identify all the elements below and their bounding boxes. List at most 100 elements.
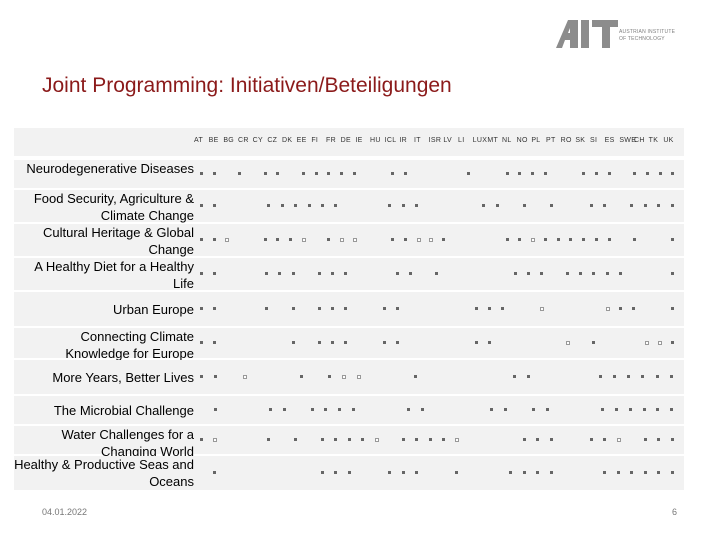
participation-marker [540,272,544,275]
observer-marker [340,238,345,242]
participation-marker [605,272,609,275]
participation-marker [536,438,540,441]
participation-marker [598,375,602,378]
participation-marker [594,172,598,175]
participation-marker [641,375,645,378]
participation-marker [263,172,267,175]
country-header: AT [194,137,204,144]
participation-marker [669,375,673,378]
participation-marker [500,307,504,310]
participation-marker [592,341,596,344]
country-header: CY [252,137,263,144]
participation-marker [670,204,674,207]
participation-marker [321,471,324,474]
observer-marker [644,341,649,345]
participation-marker [340,172,344,175]
participation-marker [407,408,411,411]
participation-marker [317,341,321,344]
participation-marker [307,204,311,207]
participation-marker [589,438,593,441]
logo-line-1: AUSTRIAN INSTITUTE [619,29,676,35]
participation-marker [467,172,471,175]
participation-marker [334,204,338,207]
participation-marker [582,238,586,241]
observer-marker [342,375,347,379]
row-label: Urban Europe [113,301,194,317]
participation-marker [330,341,334,344]
header-background [14,128,684,156]
ait-logo-icon [556,20,618,48]
participation-marker [536,471,540,474]
row-label: More Years, Better Lives [52,369,194,385]
participation-marker [670,408,674,411]
participation-marker [582,172,586,175]
participation-marker [401,204,405,207]
participation-marker [487,307,491,310]
participation-marker [294,438,298,441]
country-header: SWE [619,137,637,144]
country-header: TK [648,137,659,144]
participation-marker [338,408,342,411]
participation-marker [522,204,526,207]
participation-marker [657,471,661,474]
country-header: RO [560,137,572,144]
participation-marker [487,341,491,344]
observer-marker [352,238,357,242]
participation-marker [334,471,338,474]
observer-marker [531,238,536,242]
participation-marker [633,172,637,175]
participation-marker [280,204,284,207]
row-background [14,328,684,358]
participation-marker [415,471,419,474]
participation-marker [212,238,216,241]
participation-marker [645,172,649,175]
participation-marker [658,172,662,175]
country-header: NL [502,137,512,144]
participation-marker [403,238,407,241]
participation-marker [630,204,634,207]
participation-marker [657,438,661,441]
participation-marker [324,408,328,411]
participation-marker [670,438,674,441]
participation-marker [327,172,331,175]
participation-marker [589,204,593,207]
country-header: LI [458,137,465,144]
participation-marker [531,172,535,175]
participation-marker [330,307,334,310]
country-header: ICL [384,137,397,144]
participation-marker [327,238,331,241]
participation-marker [388,204,392,207]
participation-marker [435,272,439,275]
participation-marker [214,375,218,378]
participation-marker [592,272,596,275]
participation-marker [505,238,509,241]
participation-marker [556,238,560,241]
participation-marker [670,341,674,344]
participation-marker [670,272,674,275]
participation-marker [509,471,513,474]
country-header: IE [355,137,363,144]
country-header: NO [516,137,528,144]
participation-marker [607,238,611,241]
participation-marker [263,238,267,241]
row-label: The Microbial Challenge [53,402,194,418]
country-header: LV [443,137,452,144]
country-header: EE [296,137,307,144]
participation-marker [505,172,509,175]
participation-marker [352,408,356,411]
row-label: Neurodegenerative Diseases [26,161,194,176]
ait-logo: AUSTRIAN INSTITUTE OF TECHNOLOGY [556,18,686,48]
observer-marker [429,238,434,242]
participation-marker [200,238,203,241]
participation-marker [474,307,478,310]
participation-marker [401,471,405,474]
participation-marker [643,438,647,441]
participation-marker [643,471,647,474]
participation-marker [361,438,365,441]
participation-marker [657,204,661,207]
participation-marker [396,341,400,344]
participation-marker [265,272,269,275]
participation-marker [213,471,217,474]
participation-marker [504,408,508,411]
country-header: DE [340,137,351,144]
